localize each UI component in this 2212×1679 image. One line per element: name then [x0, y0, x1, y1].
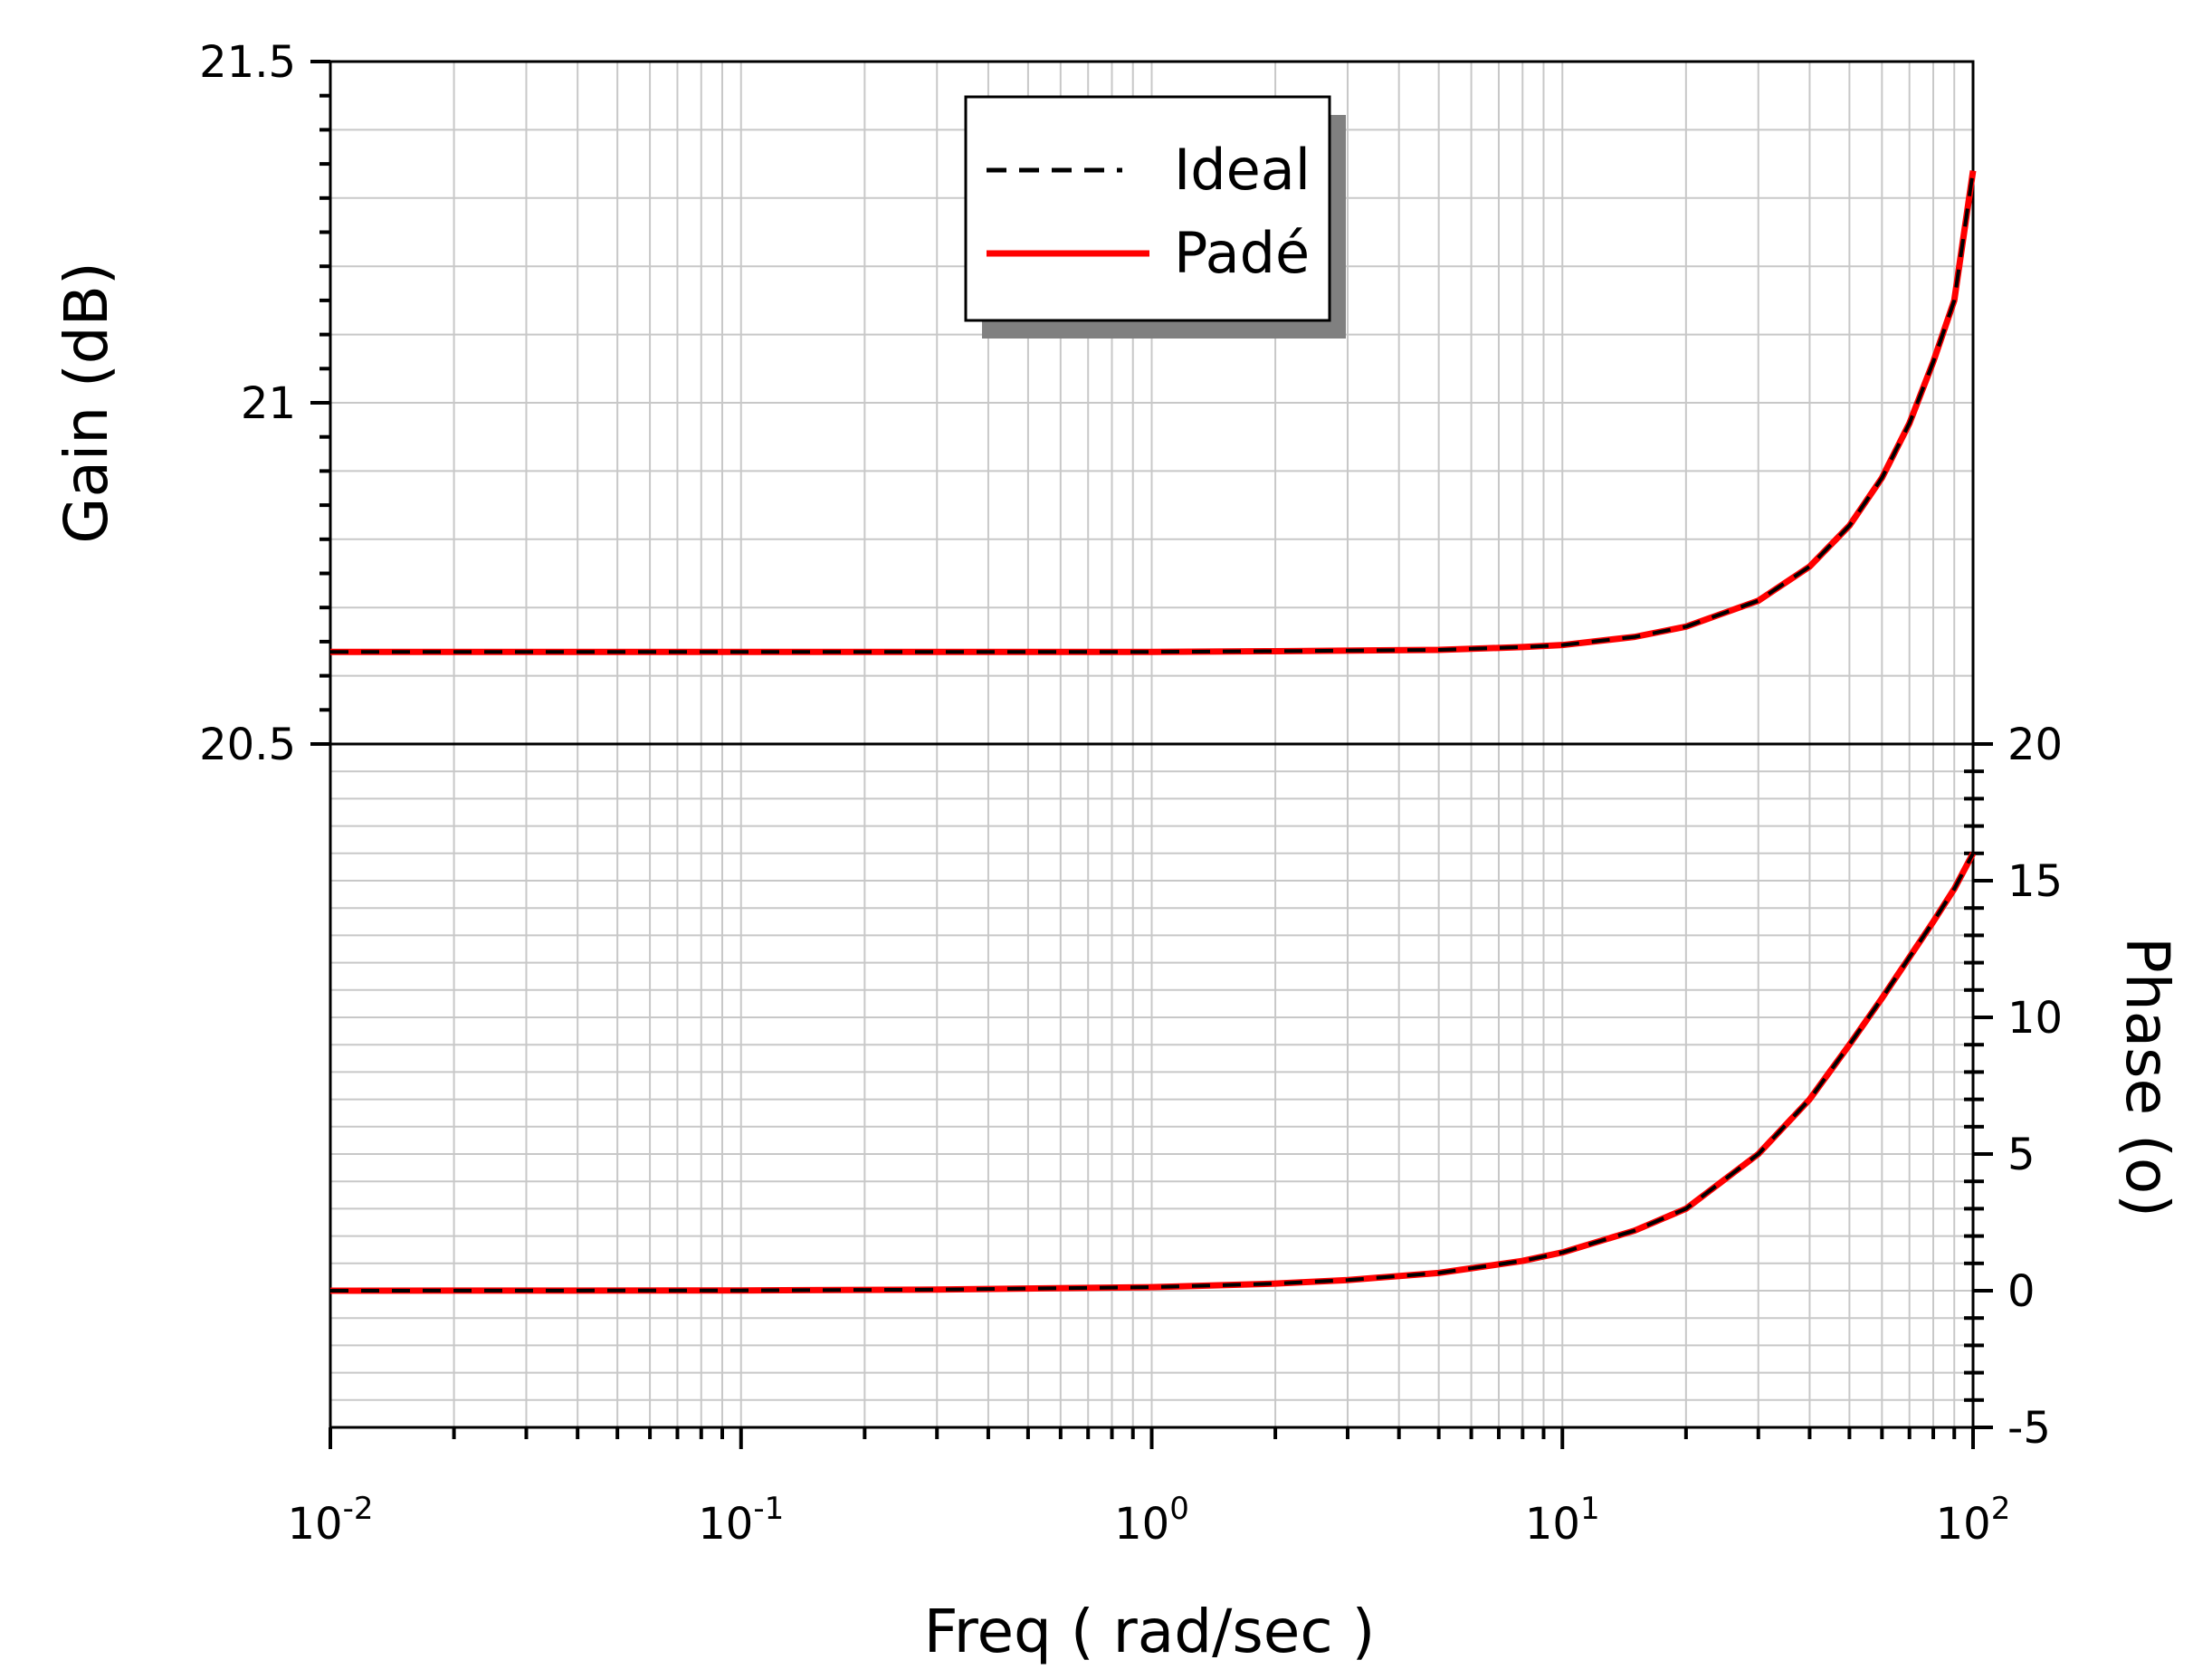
gain-series-ideal	[330, 170, 1975, 654]
series-lines	[329, 170, 1977, 1294]
x-tick-label: 101	[1525, 1491, 1600, 1550]
x-tick-label: 10-2	[288, 1491, 374, 1550]
phase-series-ideal	[329, 852, 1975, 1293]
axis-ticks	[310, 60, 1993, 1449]
x-axis-title: Freq ( rad/sec )	[924, 1597, 1376, 1666]
phase-tick-label: -5	[2007, 1403, 2051, 1454]
phase-axis-title: Phase (o)	[2112, 937, 2182, 1217]
legend-label-ideal: Ideal	[1174, 137, 1311, 203]
phase-tick-label: 0	[2007, 1266, 2036, 1317]
phase-tick-label: 20	[2007, 720, 2063, 770]
legend-box	[964, 95, 1331, 322]
phase-tick-label: 10	[2007, 993, 2063, 1044]
tick-labels: 20.5 21 21.5 -5 0 5 10 15 20 10-2 10-1 100 101 102	[199, 37, 2063, 1550]
x-tick-label: 100	[1114, 1491, 1189, 1550]
x-tick-label: 10-1	[698, 1491, 784, 1550]
phase-tick-label: 15	[2007, 856, 2063, 907]
gain-axis-title: Gain (dB)	[52, 262, 121, 543]
legend-label-pade: Padé	[1174, 220, 1310, 286]
phase-tick-label: 5	[2007, 1130, 2036, 1180]
gain-tick-label: 21.5	[199, 37, 296, 88]
x-tick-label: 102	[1936, 1491, 2011, 1550]
gain-tick-label: 21	[241, 378, 296, 429]
legend: Ideal Padé	[964, 95, 1346, 339]
gain-tick-label: 20.5	[199, 720, 296, 770]
